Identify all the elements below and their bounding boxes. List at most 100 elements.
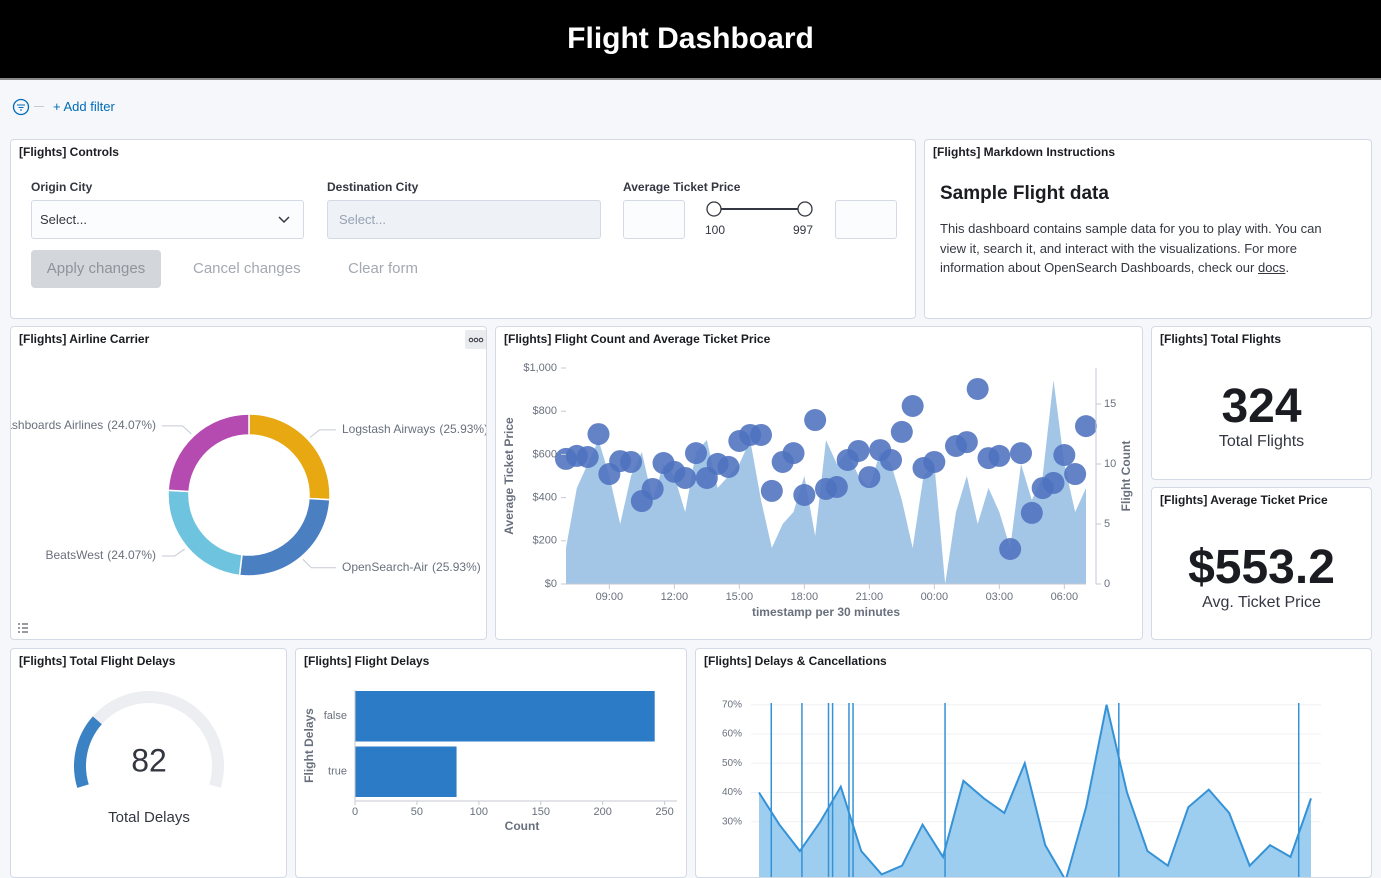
- add-filter[interactable]: + Add filter: [53, 99, 115, 114]
- bar: [355, 746, 457, 797]
- x-tick-label: 250: [655, 806, 673, 818]
- price-bubble: [717, 455, 740, 478]
- x-axis-label: timestamp per 30 minutes: [752, 605, 900, 619]
- leader-line: [302, 559, 336, 569]
- airline-panel: Logstash Airways (25.93%) OpenSearch-Air (2…: [10, 326, 487, 640]
- slice-value: (24.07%): [107, 548, 156, 562]
- slice-label: OpenSearch-Air (25.93%): [342, 560, 481, 574]
- price-bubble: [760, 479, 783, 502]
- divider: [34, 106, 44, 107]
- legend-toggle[interactable]: [17, 622, 29, 634]
- donut-chart: Logstash Airways (25.93%) OpenSearch-Air (2…: [11, 413, 486, 577]
- page-title: Flight Dashboard: [567, 22, 814, 55]
- leader-line: [162, 548, 185, 557]
- price-bubble: [1010, 442, 1032, 465]
- slice-label: Dashboards Airlines (24.07%): [11, 418, 156, 432]
- price-bubble: [782, 442, 805, 465]
- slice-name: Dashboards Airlines: [11, 418, 103, 432]
- price-bubble: [988, 444, 1011, 467]
- price-bubble: [620, 450, 642, 473]
- price-bubble: [804, 409, 827, 432]
- x-tick-label: 03:00: [986, 591, 1014, 603]
- chevron: [278, 216, 290, 224]
- markdown-heading: Sample Flight data: [940, 183, 1109, 204]
- price-bubble: [890, 420, 913, 443]
- y2-tick-label: 15: [1104, 398, 1116, 410]
- clear-button[interactable]: Clear form: [348, 260, 419, 277]
- y-tick-label: $1,000: [523, 362, 557, 374]
- destination-select[interactable]: Select...: [327, 200, 601, 239]
- gauge-label: Total Delays: [108, 809, 190, 826]
- y-tick-label: $200: [533, 535, 557, 547]
- header: Flight Dashboard: [0, 0, 1381, 80]
- y-axis-label: Flight Delays: [302, 708, 316, 783]
- bar: [355, 691, 655, 742]
- y-tick-label: 70%: [722, 699, 742, 710]
- field-label: Origin City: [31, 180, 93, 194]
- text: .: [1285, 260, 1290, 275]
- price-bubble: [847, 439, 870, 462]
- markdown-panel: [Flights] Markdown Instructions Sample F…: [924, 139, 1372, 319]
- y-tick-label: $0: [545, 578, 557, 590]
- controls-panel: [Flights] Controls Origin City Select...…: [10, 139, 916, 319]
- apply-button[interactable]: Apply changes: [31, 250, 161, 288]
- price-bubble: [1064, 463, 1087, 486]
- y-tick-label: $400: [533, 492, 557, 504]
- panel-title: [Flights] Total Flight Delays: [19, 654, 176, 668]
- price-bubble: [685, 442, 707, 465]
- price-bubble: [793, 484, 816, 507]
- slice-name: OpenSearch-Air: [342, 560, 428, 574]
- price-bubble: [674, 466, 697, 489]
- leader-line: [309, 429, 336, 438]
- x-tick-label: 50: [411, 806, 423, 818]
- price-bubble: [750, 423, 772, 446]
- filter-icon[interactable]: [12, 98, 30, 116]
- y-tick-label: true: [328, 766, 347, 778]
- cancel-button[interactable]: Cancel changes: [193, 260, 301, 277]
- slice-name: Logstash Airways: [342, 422, 435, 436]
- flight-count-panel: 09:00 12:00 15:00 18:00 21:00 00:00 03:00 06:00…: [495, 326, 1143, 640]
- price-bubble: [901, 395, 924, 418]
- origin-select[interactable]: Select...: [31, 200, 304, 239]
- flight-delays-panel: false true 0 50 100 150 200 250 Count Flight Dela…: [295, 648, 687, 878]
- area-chart: 30% 40% 50% 60% 70%: [722, 699, 1321, 877]
- metric-label: Total Flights: [1218, 433, 1305, 450]
- options-button[interactable]: [465, 330, 487, 349]
- price-bubble: [825, 476, 848, 499]
- range-slider[interactable]: [701, 198, 825, 218]
- panel-title: [Flights] Airline Carrier: [19, 332, 150, 346]
- x-tick-label: 06:00: [1051, 591, 1079, 603]
- pie-slice: [248, 413, 331, 501]
- x-tick-label: 09:00: [596, 591, 624, 603]
- gauge-value: 82: [131, 742, 167, 778]
- y-tick-label: 30%: [722, 816, 742, 827]
- docs-link[interactable]: docs: [1257, 260, 1286, 275]
- y2-tick-label: 5: [1104, 518, 1110, 530]
- y-tick-label: $600: [533, 448, 557, 460]
- bar-chart: false true 0 50 100 150 200 250 Count Flight Dela…: [302, 690, 677, 833]
- range-max: 997: [793, 223, 814, 237]
- y2-axis-label: Flight Count: [1119, 441, 1133, 512]
- price-bubble: [858, 466, 881, 489]
- price-bubble: [923, 450, 946, 473]
- pie-slice: [167, 413, 250, 493]
- y-tick-label: 50%: [722, 758, 742, 769]
- price-bubble: [966, 377, 989, 400]
- placeholder: Select...: [40, 212, 87, 227]
- y2-tick-label: 0: [1104, 578, 1110, 590]
- combo-chart: 09:00 12:00 15:00 18:00 21:00 00:00 03:00 06:00…: [502, 362, 1133, 619]
- min-input[interactable]: [623, 200, 685, 239]
- price-bubble: [1053, 444, 1076, 467]
- price-bubble: [1020, 501, 1043, 524]
- price-bubble: [576, 445, 599, 468]
- panel-title: [Flights] Average Ticket Price: [1160, 493, 1328, 507]
- max-input[interactable]: [835, 200, 897, 239]
- price-bubble: [880, 449, 902, 472]
- x-tick-label: 0: [352, 806, 358, 818]
- y-tick-label: 40%: [722, 787, 742, 798]
- metric-panel: [Flights] Average Ticket Price $553.2 Av…: [1151, 487, 1372, 640]
- y-tick-label: 60%: [722, 729, 742, 740]
- field-label: Average Ticket Price: [623, 180, 741, 194]
- price-bubble: [955, 431, 978, 454]
- gauge-panel: 82 Total Delays [Flights] Total Flight De…: [10, 648, 287, 878]
